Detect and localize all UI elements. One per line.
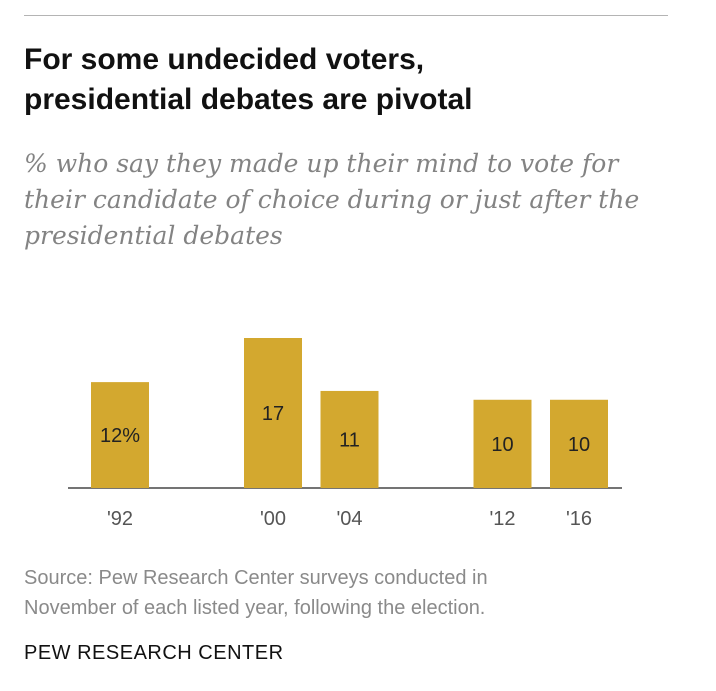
bar-chart: 12% '92 17 '00 11 '04 10 '12 10 '16 xyxy=(68,338,622,530)
bar-value-label-0: 12% xyxy=(100,425,140,447)
bar-0 xyxy=(91,382,149,488)
x-tick-label-2: '04 xyxy=(336,508,362,530)
source-note: Source: Pew Research Center surveys cond… xyxy=(24,563,684,623)
chart-subtitle-line-3: presidential debates xyxy=(24,221,283,250)
bar-4 xyxy=(550,399,608,488)
source-note-line-2: November of each listed year, following … xyxy=(24,597,486,619)
bar-2 xyxy=(320,390,379,488)
chart-title-line-1: For some undecided voters, xyxy=(24,43,425,76)
bar-value-label-4: 10 xyxy=(568,434,590,456)
x-tick-label-4: '16 xyxy=(566,508,592,530)
chart-subtitle-line-2: their candidate of choice during or just… xyxy=(24,185,640,214)
x-tick-label-3: '12 xyxy=(489,508,515,530)
chart-subtitle-line-1: % who say they made up their mind to vot… xyxy=(24,149,619,178)
top-divider xyxy=(24,15,668,16)
bar-value-label-1: 17 xyxy=(262,403,284,425)
x-tick-label-0: '92 xyxy=(107,508,133,530)
bar-value-label-2: 11 xyxy=(339,429,360,451)
x-tick-label-1: '00 xyxy=(260,508,286,530)
chart-title-line-2: presidential debates are pivotal xyxy=(24,83,473,116)
bar-3 xyxy=(473,399,532,488)
brand-logo: PEW RESEARCH CENTER xyxy=(24,642,284,664)
bar-value-label-3: 10 xyxy=(491,434,513,456)
bar-1 xyxy=(244,338,302,488)
chart-subtitle: % who say they made up their mind to vot… xyxy=(24,146,684,254)
chart-title: For some undecided voters, presidential … xyxy=(24,40,684,120)
source-note-line-1: Source: Pew Research Center surveys cond… xyxy=(24,567,488,589)
